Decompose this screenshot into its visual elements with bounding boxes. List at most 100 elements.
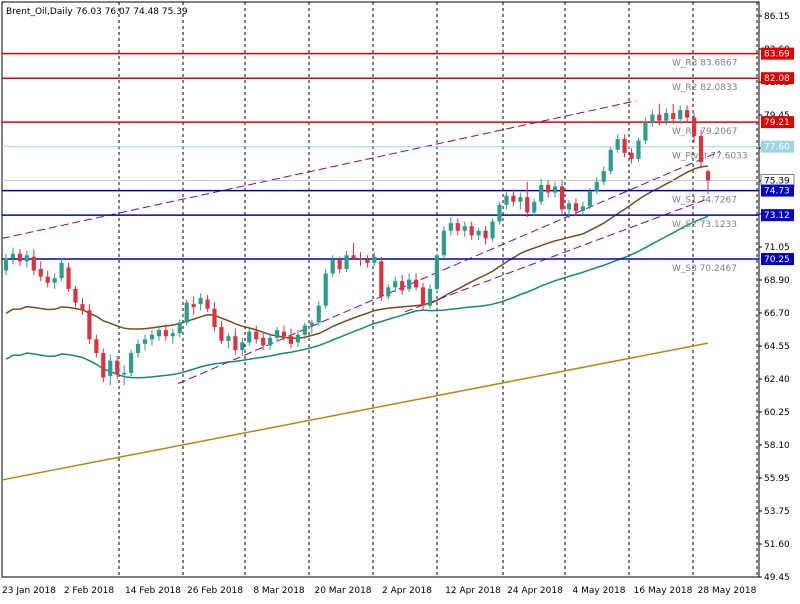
y-tick-label: 66.70 bbox=[764, 309, 790, 319]
candle-body bbox=[163, 330, 168, 337]
candle-body bbox=[546, 184, 551, 193]
moving-average-slow bbox=[5, 215, 709, 379]
price-badge-label: 83.69 bbox=[764, 50, 790, 60]
candle-body bbox=[94, 339, 99, 354]
candle-body bbox=[372, 256, 377, 263]
axis-labels-layer: 86.1583.6081.0579.4576.9074.3573.7571.05… bbox=[2, 12, 790, 596]
y-tick-label: 60.25 bbox=[764, 408, 790, 418]
candle-body bbox=[511, 195, 516, 202]
candle-body bbox=[469, 226, 474, 236]
pivot-level-label: W_R3 83.6867 bbox=[672, 59, 737, 69]
price-badge bbox=[761, 116, 794, 129]
candle-body bbox=[573, 203, 579, 211]
candle-body bbox=[643, 122, 648, 141]
candle-body bbox=[490, 221, 495, 239]
candle-body bbox=[664, 113, 669, 121]
candle-body bbox=[156, 330, 161, 337]
candle-body bbox=[101, 353, 106, 378]
candle-body bbox=[24, 255, 29, 262]
x-tick-label: 28 May 2018 bbox=[698, 586, 757, 596]
candle-body bbox=[379, 261, 384, 297]
candle-body bbox=[219, 327, 224, 341]
x-tick-label: 16 May 2018 bbox=[634, 586, 693, 596]
candle-body bbox=[434, 255, 440, 289]
candle-body bbox=[559, 186, 565, 210]
candle-body bbox=[539, 184, 544, 202]
price-badge-label: 75.39 bbox=[764, 176, 790, 186]
candle-body bbox=[504, 195, 509, 205]
x-tick-label: 12 Apr 2018 bbox=[445, 586, 501, 596]
candle-body bbox=[184, 302, 189, 323]
candle-body bbox=[274, 330, 280, 338]
candle-body bbox=[671, 113, 676, 120]
pivot-level-label: W_Pivot 77.6033 bbox=[672, 152, 748, 162]
candle-body bbox=[386, 287, 391, 297]
y-tick-label: 68.90 bbox=[764, 276, 790, 286]
pivot-level-label: W_S1 74.7267 bbox=[672, 196, 737, 206]
moving-average-fast bbox=[5, 165, 709, 340]
ohlc-readout: 76.03 76.07 74.48 75.39 bbox=[76, 7, 188, 17]
candle-body bbox=[407, 279, 412, 289]
x-tick-label: 24 Apr 2018 bbox=[507, 586, 563, 596]
candles-layer bbox=[3, 103, 711, 386]
candle-body bbox=[177, 322, 182, 334]
y-tick-label: 51.60 bbox=[764, 540, 790, 550]
moving-averages-layer bbox=[1, 165, 709, 481]
candle-body bbox=[73, 288, 78, 303]
candle-body bbox=[247, 331, 252, 343]
candle-body bbox=[45, 276, 50, 283]
price-badge bbox=[761, 209, 794, 222]
x-tick-label: 20 Mar 2018 bbox=[314, 586, 371, 596]
candle-body bbox=[316, 305, 321, 323]
y-tick-label: 79.45 bbox=[764, 111, 790, 121]
candle-body bbox=[685, 110, 690, 118]
price-badge-label: 82.08 bbox=[764, 74, 790, 84]
candle-body bbox=[10, 253, 16, 259]
candle-body bbox=[212, 308, 217, 328]
candle-body bbox=[66, 267, 71, 289]
candle-body bbox=[358, 258, 363, 260]
price-badge bbox=[761, 140, 794, 153]
x-tick-label: 26 Feb 2018 bbox=[187, 586, 243, 596]
candle-body bbox=[476, 230, 481, 236]
candle-body bbox=[330, 259, 335, 274]
pivot-level-label: W_R2 82.0833 bbox=[672, 83, 737, 93]
pivot-level-label: W_S2 73.1233 bbox=[672, 220, 737, 230]
candle-body bbox=[400, 281, 405, 291]
candle-body bbox=[441, 230, 446, 256]
x-tick-label: 23 Jan 2018 bbox=[2, 586, 56, 596]
candle-body bbox=[205, 299, 210, 309]
price-badge bbox=[761, 72, 794, 85]
pivot-levels-layer: W_R3 83.6867 W_R2 82.0833 W_R1 79.2067 W_Pi… bbox=[2, 52, 759, 274]
candle-body bbox=[233, 336, 238, 351]
price-badge-label: 70.25 bbox=[764, 255, 790, 265]
price-badge-label: 77.60 bbox=[764, 143, 790, 153]
candle-body bbox=[80, 304, 85, 311]
candle-body bbox=[323, 273, 328, 306]
candle-body bbox=[198, 298, 203, 305]
candle-body bbox=[149, 334, 155, 340]
candle-body bbox=[302, 325, 307, 335]
x-tick-label: 14 Feb 2018 bbox=[125, 586, 181, 596]
candle-body bbox=[108, 360, 113, 376]
x-tick-label: 4 May 2018 bbox=[573, 586, 626, 596]
candle-body bbox=[692, 117, 697, 136]
candle-body bbox=[115, 360, 120, 375]
price-badge-label: 73.12 bbox=[764, 211, 790, 221]
candle-body bbox=[337, 259, 342, 269]
trendline-inner bbox=[404, 198, 709, 313]
candle-body bbox=[594, 181, 599, 192]
candle-body bbox=[254, 331, 259, 340]
candle-body bbox=[122, 372, 127, 375]
candle-body bbox=[497, 204, 502, 222]
moving-average-long bbox=[1, 342, 709, 481]
candle-body bbox=[566, 203, 572, 210]
candle-body bbox=[3, 258, 9, 271]
price-badge-label: 79.21 bbox=[764, 118, 790, 128]
candle-body bbox=[38, 268, 43, 277]
candle-body bbox=[608, 149, 613, 172]
candle-body bbox=[705, 171, 711, 181]
candle-body bbox=[615, 139, 620, 150]
